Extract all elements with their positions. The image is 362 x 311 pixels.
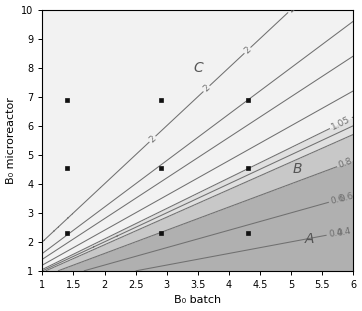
Text: A: A bbox=[305, 232, 315, 246]
Text: 0.6: 0.6 bbox=[329, 193, 346, 206]
Text: 2: 2 bbox=[147, 134, 157, 144]
Text: 2: 2 bbox=[286, 4, 296, 15]
Text: 0.4: 0.4 bbox=[328, 228, 343, 239]
Text: C: C bbox=[193, 61, 203, 75]
Text: 0.8: 0.8 bbox=[337, 157, 354, 170]
Text: 1.05: 1.05 bbox=[330, 114, 352, 132]
Text: 2: 2 bbox=[242, 45, 253, 56]
Text: 0.6: 0.6 bbox=[338, 191, 354, 204]
X-axis label: B₀ batch: B₀ batch bbox=[174, 295, 222, 305]
Text: 2: 2 bbox=[201, 83, 212, 94]
Y-axis label: B₀ microreactor: B₀ microreactor bbox=[5, 97, 16, 184]
Text: B: B bbox=[292, 162, 302, 176]
Text: 0.4: 0.4 bbox=[336, 226, 352, 238]
